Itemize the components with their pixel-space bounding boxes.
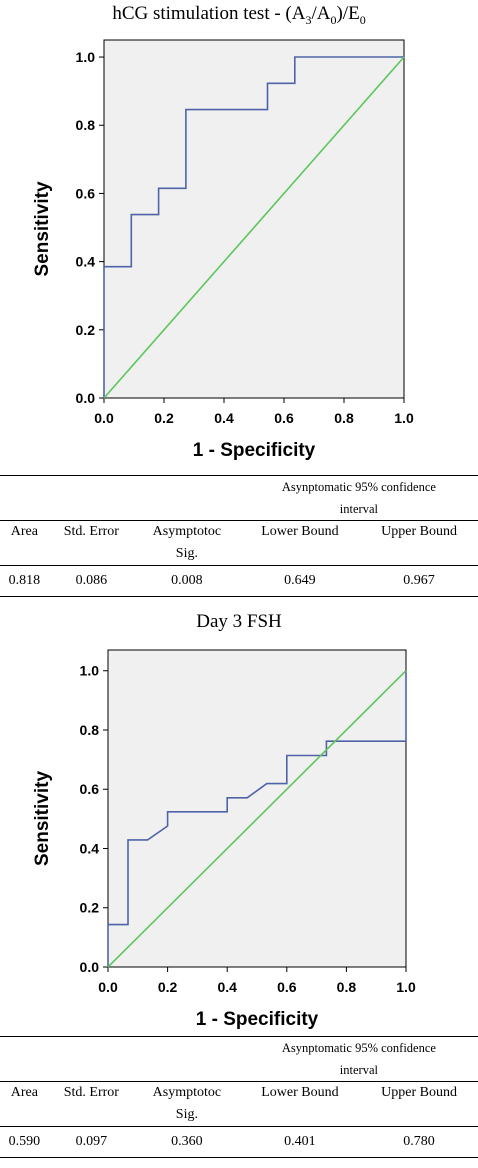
y-axis-label: Sensitivity — [32, 771, 53, 866]
value-sig: 0.008 — [171, 573, 203, 588]
col-area: Area — [10, 1085, 38, 1100]
chart-1-title: hCG stimulation test - (A3/A0)/E0 — [112, 3, 366, 27]
y-tick-label: 0.4 — [80, 840, 100, 856]
col-sig-sub: Sig. — [175, 1107, 198, 1122]
x-tick-label: 0.2 — [154, 410, 174, 426]
x-tick-label: 0.0 — [98, 979, 118, 995]
y-tick-label: 1.0 — [76, 49, 96, 65]
value-area: 0.590 — [8, 1134, 41, 1149]
y-axis-label: Sensitivity — [32, 181, 53, 276]
col-lower: Lower Bound — [261, 524, 339, 539]
y-tick-label: 0.0 — [76, 390, 96, 406]
table-header-row: Area Std. Error Asymptotoc Lower Bound U… — [0, 520, 478, 544]
col-sig: Asymptotoc — [152, 524, 222, 539]
y-tick-label: 0.0 — [80, 959, 100, 975]
ci-header-line2: interval — [339, 502, 378, 516]
table-header-row: Sig. — [0, 543, 478, 566]
value-std-error: 0.086 — [75, 573, 108, 588]
y-tick-label: 1.0 — [80, 663, 100, 679]
table-header-row: Asynptomatic 95% confidence — [0, 1036, 478, 1060]
col-std-error: Std. Error — [63, 1085, 119, 1100]
x-tick-label: 1.0 — [396, 979, 416, 995]
col-sig: Asymptotoc — [152, 1085, 222, 1100]
col-sig-sub: Sig. — [175, 546, 198, 561]
x-tick-label: 0.8 — [337, 979, 357, 995]
x-tick-label: 0.4 — [214, 410, 234, 426]
table-header-row: Area Std. Error Asymptotoc Lower Bound U… — [0, 1081, 478, 1105]
roc-chart-hcg: 0.0 0.2 0.4 0.6 0.8 1.0 0.0 0.2 0.4 0.6 0.8 1.0 1 - … — [32, 39, 414, 461]
value-lower: 0.649 — [284, 573, 316, 588]
value-sig: 0.360 — [171, 1134, 203, 1149]
x-tick-label: 0.0 — [94, 410, 114, 426]
chart-2-title: Day 3 FSH — [196, 611, 282, 632]
col-area: Area — [10, 524, 38, 539]
roc-curve — [103, 56, 404, 398]
y-tick-label: 0.4 — [76, 254, 96, 270]
x-tick-label: 0.6 — [274, 410, 294, 426]
auc-table-hcg: Asynptomatic 95% confidence interval Are… — [0, 475, 478, 597]
y-tick-label: 0.2 — [76, 322, 96, 338]
y-tick-label: 0.2 — [80, 900, 100, 916]
x-tick-label: 0.2 — [158, 979, 178, 995]
plot-area — [103, 39, 405, 399]
table-header-row: Asynptomatic 95% confidence — [0, 475, 478, 499]
value-area: 0.818 — [8, 573, 41, 588]
y-tick-label: 0.8 — [76, 117, 96, 133]
x-axis-label: 1 - Specificity — [193, 440, 316, 461]
value-upper: 0.780 — [403, 1134, 435, 1149]
table-header-row: interval — [0, 1059, 478, 1082]
value-upper: 0.967 — [403, 573, 435, 588]
reference-line — [103, 56, 405, 399]
x-tick-label: 0.4 — [217, 979, 237, 995]
ci-header: Asynptomatic 95% confidence — [281, 480, 436, 494]
x-tick-label: 1.0 — [394, 410, 414, 426]
col-std-error: Std. Error — [63, 524, 119, 539]
table-row: 0.590 0.097 0.360 0.401 0.780 — [0, 1127, 478, 1158]
value-lower: 0.401 — [284, 1134, 316, 1149]
roc-chart-fsh: 0.0 0.2 0.4 0.6 0.8 1.0 0.0 0.2 0.4 0.6 0.8 1.0 1 - … — [32, 649, 416, 1030]
col-lower: Lower Bound — [261, 1085, 339, 1100]
col-upper: Upper Bound — [381, 1085, 457, 1100]
col-upper: Upper Bound — [381, 524, 457, 539]
table-header-row: Sig. — [0, 1104, 478, 1127]
y-tick-label: 0.8 — [80, 722, 100, 738]
value-std-error: 0.097 — [75, 1134, 108, 1149]
ci-header: Asynptomatic 95% confidence — [281, 1041, 436, 1055]
plot-area — [107, 649, 407, 968]
reference-line — [107, 670, 407, 968]
y-tick-label: 0.6 — [80, 781, 100, 797]
auc-table-fsh: Asynptomatic 95% confidence interval Are… — [0, 1036, 478, 1158]
x-axis-label: 1 - Specificity — [196, 1009, 319, 1030]
x-tick-label: 0.6 — [277, 979, 297, 995]
table-header-row: interval — [0, 498, 478, 521]
x-tick-label: 0.8 — [334, 410, 354, 426]
table-row: 0.818 0.086 0.008 0.649 0.967 — [0, 566, 478, 597]
y-tick-label: 0.6 — [76, 185, 96, 201]
ci-header-line2: interval — [339, 1063, 378, 1077]
